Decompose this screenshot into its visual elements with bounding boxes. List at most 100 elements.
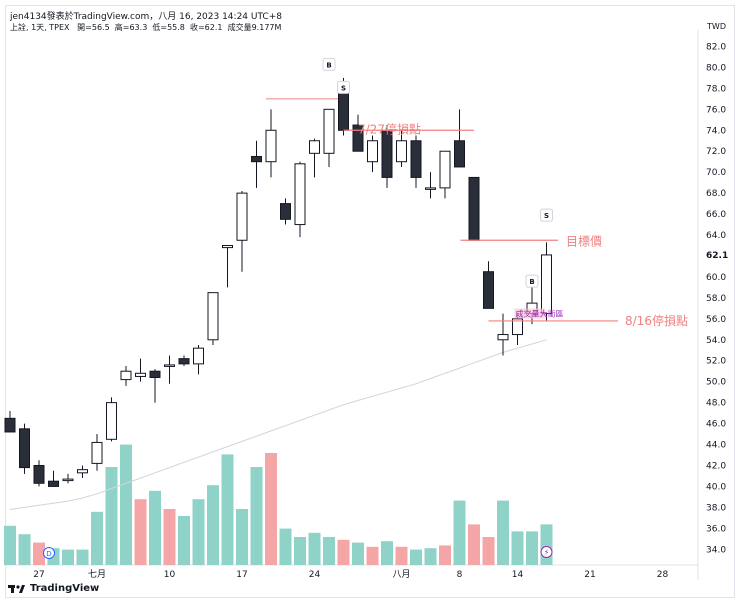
price-tick-label: 78.0 xyxy=(706,84,726,94)
candle-body xyxy=(294,163,306,226)
volume-bar xyxy=(453,500,466,565)
publish-credit: jen4134發表於TradingView.com，八月 16, 2023 14… xyxy=(10,12,282,22)
volume-bar xyxy=(91,511,103,565)
volume-bar xyxy=(192,499,205,565)
candle-body xyxy=(381,129,393,178)
stop-loss-label-0816: 8/16停損點 xyxy=(625,313,688,328)
candle-body xyxy=(207,292,219,341)
candle-body xyxy=(77,469,88,474)
candle-body xyxy=(468,176,480,241)
candle-body xyxy=(48,480,59,487)
volume-bar xyxy=(337,539,350,565)
trade-marker-s: S xyxy=(544,212,549,220)
candle-body xyxy=(164,364,175,367)
price-tick-label: 80.0 xyxy=(706,63,726,73)
price-tick-label: 46.0 xyxy=(706,420,726,430)
candle-body xyxy=(251,155,262,163)
price-tick-label: 42.0 xyxy=(706,461,726,471)
volume-bar xyxy=(352,542,364,565)
time-tick-label: 14 xyxy=(512,570,524,580)
candle-body xyxy=(309,140,320,154)
price-tick-label: 72.0 xyxy=(706,147,726,157)
price-tick-label: 40.0 xyxy=(706,482,726,492)
volume-zone-label: 成交量大衝區 xyxy=(516,309,564,319)
time-tick-label: 28 xyxy=(657,570,669,580)
price-tick-label: 38.0 xyxy=(706,503,726,513)
volume-bar xyxy=(76,549,89,565)
volume-bar xyxy=(511,531,524,565)
price-tick-label: 68.0 xyxy=(706,189,726,199)
volume-bar xyxy=(424,548,437,565)
volume-bar xyxy=(149,490,161,565)
candle-body xyxy=(352,124,364,152)
chart-frame xyxy=(5,5,735,598)
symbol-line: 上詮, 1天, TPEX xyxy=(10,23,70,32)
price-tick-label: 48.0 xyxy=(706,399,726,409)
volume-bar xyxy=(4,525,16,565)
moving-average-line xyxy=(9,339,547,510)
volume-bar xyxy=(33,542,45,565)
candle-body xyxy=(338,87,349,131)
high-value: 高=63.3 xyxy=(114,23,148,32)
candle-body xyxy=(106,402,117,440)
volume-bar xyxy=(526,531,538,565)
brand-name: TradingView xyxy=(30,583,100,594)
candle-body xyxy=(323,108,335,154)
price-tick-label: 36.0 xyxy=(706,524,726,534)
candle-body xyxy=(62,478,74,482)
volume-bar xyxy=(207,485,219,565)
tv-logo-icon xyxy=(8,584,25,593)
candle-body xyxy=(265,129,277,163)
volume-bar xyxy=(18,534,31,565)
volume-bar xyxy=(250,467,263,565)
trade-marker-b: B xyxy=(326,61,331,69)
time-tick-label: 17 xyxy=(236,570,247,580)
price-tick-label: 34.0 xyxy=(706,545,726,555)
candle-body xyxy=(512,318,523,336)
price-tick-label: 58.0 xyxy=(706,294,726,304)
footer: TradingView xyxy=(8,583,99,594)
lightning-icon xyxy=(540,546,553,558)
price-tick-label: 64.0 xyxy=(706,231,726,241)
time-tick-label: 七月 xyxy=(88,569,106,580)
volume-bar xyxy=(120,444,132,565)
price-tick-label: 44.0 xyxy=(706,441,726,451)
volume-bar xyxy=(381,541,393,565)
volume-bar xyxy=(279,528,292,565)
ohlc-status-bar: 上詮, 1天, TPEX 開=56.5 高=63.3 低=55.8 收=62.1… xyxy=(10,22,281,33)
price-tick-label: 54.0 xyxy=(706,336,726,346)
volume-bar xyxy=(178,516,190,565)
candle-body xyxy=(483,271,494,309)
candle-body xyxy=(541,254,552,315)
trade-marker-box xyxy=(337,80,350,94)
dividend-icon xyxy=(43,547,55,559)
candle-body xyxy=(33,464,45,484)
price-tick-label: 56.0 xyxy=(706,315,726,325)
volume-bar xyxy=(134,499,147,565)
candle-body xyxy=(19,428,30,469)
close-value: 收=62.1 xyxy=(189,23,223,32)
price-tick-label: 52.0 xyxy=(706,357,726,367)
volume-bar xyxy=(221,454,234,565)
time-tick-label: 27 xyxy=(33,570,44,580)
trade-marker-box xyxy=(540,208,553,222)
volume-zone-box xyxy=(514,308,546,319)
trade-marker-b: B xyxy=(529,278,534,286)
candle-body xyxy=(439,150,451,189)
candle-body xyxy=(135,372,146,377)
price-tick-label: 82.0 xyxy=(706,42,726,52)
volume-bar xyxy=(366,546,379,565)
candle-body xyxy=(149,370,161,378)
volume-bar xyxy=(294,537,306,565)
open-value: 開=56.5 xyxy=(77,23,110,32)
volume-bar xyxy=(540,524,553,565)
price-tick-label: 62.1 xyxy=(706,251,728,261)
candle-body xyxy=(396,140,407,163)
price-tick-label: 70.0 xyxy=(706,168,726,178)
volume-bar xyxy=(163,509,176,565)
candle-body xyxy=(222,245,233,249)
candle-body xyxy=(91,441,103,464)
candle-body xyxy=(454,140,465,168)
volume-value: 成交量9.177M xyxy=(227,23,282,32)
